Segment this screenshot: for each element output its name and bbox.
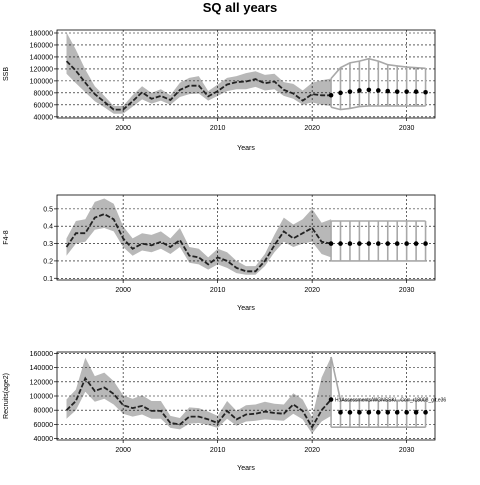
- x-axis-label: Years: [237, 305, 255, 312]
- y-tick-label: 0.3: [43, 241, 53, 248]
- x-tick-label: 2020: [304, 287, 320, 294]
- y-tick-label: 140000: [30, 365, 53, 372]
- y-tick-label: 0.4: [43, 224, 53, 231]
- projection-point: [347, 410, 353, 415]
- x-tick-label: 2010: [210, 287, 226, 294]
- median-line: [65, 60, 332, 111]
- x-tick-label: 2020: [304, 125, 320, 132]
- x-axis-label: Years: [237, 145, 255, 152]
- y-axis-label: SSB: [3, 67, 10, 81]
- projection-point: [423, 89, 428, 95]
- y-tick-label: 160000: [30, 351, 53, 358]
- y-tick-label: 0.2: [43, 258, 53, 265]
- plot-frame: [56, 29, 436, 119]
- projection-lower-envelope: [330, 105, 426, 111]
- x-tick-label: 2030: [399, 287, 415, 294]
- y-tick-label: 80000: [34, 90, 54, 97]
- projection-point: [376, 88, 381, 93]
- projection-point: [376, 410, 381, 415]
- projection-point: [366, 410, 372, 415]
- y-axis-label: F4-8: [3, 230, 10, 245]
- x-tick-label: 2010: [210, 447, 226, 454]
- projection-point: [328, 241, 334, 246]
- projection-point: [413, 241, 419, 246]
- projection-point: [385, 241, 391, 246]
- y-tick-label: 100000: [30, 394, 53, 401]
- y-tick-label: 120000: [30, 66, 53, 73]
- x-tick-label: 2010: [210, 125, 226, 132]
- projection-point: [394, 241, 400, 246]
- projection-point: [347, 241, 353, 246]
- x-axis-label: Years: [237, 465, 255, 472]
- x-tick-label: 2030: [399, 125, 415, 132]
- projection-point: [423, 410, 428, 415]
- projection-point: [328, 397, 334, 402]
- projection-point: [357, 410, 362, 415]
- projection-upper-envelope: [330, 356, 426, 402]
- y-tick-label: 100000: [30, 78, 53, 85]
- projection-point: [366, 87, 372, 93]
- projection-point: [423, 241, 428, 246]
- y-axis-label: Recruits(age2): [3, 373, 10, 419]
- confidence-band: [66, 198, 332, 275]
- panel-1: 2000 2010 2020 2030 40000 60000 80000 100000 120…: [3, 29, 436, 152]
- y-tick-label: 60000: [34, 102, 54, 109]
- projection-point: [385, 88, 391, 94]
- projection-point: [357, 88, 362, 93]
- projection-point: [347, 89, 353, 94]
- projection-point: [413, 410, 419, 415]
- confidence-band: [66, 32, 332, 114]
- x-tick-label: 2000: [115, 287, 131, 294]
- projection-point: [338, 410, 343, 415]
- projection-upper-envelope: [330, 57, 426, 80]
- confidence-band: [66, 357, 332, 434]
- projection-point: [338, 90, 343, 96]
- plot-frame: [56, 194, 436, 281]
- projection-point: [328, 92, 334, 98]
- x-tick-label: 2000: [115, 447, 131, 454]
- panel-2: 2000 2010 2020 2030 0.1 0.2 0.3 0.4 0.5 Years F4-8: [3, 194, 436, 312]
- projection-point: [404, 89, 409, 94]
- projection-point: [357, 241, 362, 246]
- figure-title: SQ all years: [203, 0, 277, 15]
- y-tick-label: 80000: [34, 408, 54, 415]
- median-line: [65, 376, 332, 430]
- y-tick-label: 0.1: [43, 276, 53, 283]
- x-tick-label: 2000: [115, 125, 131, 132]
- panel-3: 2000 2010 2020 2030 40000 60000 80000 100000 120…: [3, 351, 446, 472]
- y-tick-label: 180000: [30, 30, 53, 37]
- y-tick-label: 160000: [30, 42, 53, 49]
- projection-point: [385, 410, 391, 415]
- projection-point: [404, 410, 409, 415]
- projection-point: [404, 241, 409, 246]
- projection-point: [413, 89, 419, 94]
- y-tick-label: 40000: [34, 436, 54, 443]
- annotation-text: H:/Assessments/WGNSSK/...Corr_r18008_git…: [335, 398, 446, 404]
- x-tick-label: 2030: [399, 447, 415, 454]
- y-tick-label: 40000: [34, 114, 54, 121]
- projection-point: [366, 241, 372, 246]
- projection-point: [376, 241, 381, 246]
- projection-point: [394, 89, 400, 94]
- y-tick-label: 60000: [34, 422, 54, 429]
- y-tick-label: 140000: [30, 54, 53, 61]
- projection-point: [338, 241, 343, 246]
- projection-point: [394, 410, 400, 415]
- y-tick-label: 0.5: [43, 206, 53, 213]
- y-tick-label: 120000: [30, 379, 53, 386]
- x-tick-label: 2020: [304, 447, 320, 454]
